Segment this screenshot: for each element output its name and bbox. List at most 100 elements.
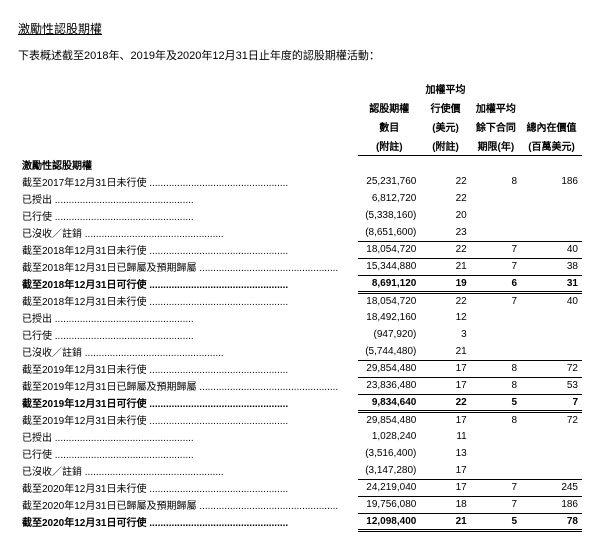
row-label: 截至2018年12月31日可行使 xyxy=(18,275,358,292)
cell-c2: 3 xyxy=(420,326,470,343)
row-label: 截至2020年12月31日未行使 xyxy=(18,479,358,496)
table-row: 截至2018年12月31日未行使18,054,72022740 xyxy=(18,292,582,309)
cell-c4 xyxy=(521,326,582,343)
row-label: 截至2020年12月31日已歸屬及預期歸屬 xyxy=(18,496,358,513)
row-label: 已授出 xyxy=(18,190,358,207)
cell-c4: 40 xyxy=(521,292,582,309)
cell-c3 xyxy=(471,462,521,479)
cell-c1: (5,338,160) xyxy=(358,207,420,224)
row-label: 已授出 xyxy=(18,428,358,445)
cell-c2: 12 xyxy=(420,309,470,326)
table-row: 截至2018年12月31日未行使18,054,72022740 xyxy=(18,241,582,258)
row-label: 已沒收／註銷 xyxy=(18,224,358,241)
cell-c2: 17 xyxy=(420,462,470,479)
cell-c3 xyxy=(471,224,521,241)
cell-c4: 7 xyxy=(521,394,582,411)
cell-c4: 72 xyxy=(521,411,582,428)
cell-c1: (3,147,280) xyxy=(358,462,420,479)
cell-c1: 29,854,480 xyxy=(358,360,420,377)
cell-c2: 23 xyxy=(420,224,470,241)
cell-c3: 7 xyxy=(471,479,521,496)
cell-c1: (3,516,400) xyxy=(358,445,420,462)
table-row: 截至2019年12月31日已歸屬及預期歸屬23,836,48017853 xyxy=(18,377,582,394)
subheader: 激勵性認股期權 xyxy=(18,156,582,174)
cell-c2: 19 xyxy=(420,275,470,292)
table-row: 截至2020年12月31日已歸屬及預期歸屬19,756,080187186 xyxy=(18,496,582,513)
col2-line2: 行使價 xyxy=(420,98,470,117)
cell-c2: 18 xyxy=(420,496,470,513)
cell-c4 xyxy=(521,190,582,207)
cell-c2: 22 xyxy=(420,173,470,190)
section-title: 激勵性認股期權 xyxy=(18,20,582,37)
cell-c1: 18,054,720 xyxy=(358,292,420,309)
col1-line2: 數目 xyxy=(358,117,420,136)
col4-line1: 總內在價值 xyxy=(521,117,582,136)
cell-c3: 5 xyxy=(471,394,521,411)
cell-c3 xyxy=(471,445,521,462)
cell-c3 xyxy=(471,343,521,360)
cell-c2: 17 xyxy=(420,377,470,394)
cell-c2: 17 xyxy=(420,479,470,496)
cell-c4: 38 xyxy=(521,258,582,275)
cell-c4 xyxy=(521,343,582,360)
cell-c1: 18,054,720 xyxy=(358,241,420,258)
row-label: 截至2019年12月31日已歸屬及預期歸屬 xyxy=(18,377,358,394)
cell-c4: 53 xyxy=(521,377,582,394)
cell-c3: 8 xyxy=(471,173,521,190)
col1-line3: (附註) xyxy=(358,136,420,156)
cell-c4: 72 xyxy=(521,360,582,377)
col3-line3: 期限(年) xyxy=(471,136,521,156)
row-label: 截至2020年12月31日可行使 xyxy=(18,513,358,530)
cell-c2: 22 xyxy=(420,292,470,309)
table-row: 已行使(5,338,160)20 xyxy=(18,207,582,224)
col2-line1: 加權平均 xyxy=(420,79,470,98)
cell-c2: 13 xyxy=(420,445,470,462)
row-label: 截至2018年12月31日已歸屬及預期歸屬 xyxy=(18,258,358,275)
table-row: 已行使(947,920)3 xyxy=(18,326,582,343)
cell-c3 xyxy=(471,309,521,326)
row-label: 已沒收／註銷 xyxy=(18,462,358,479)
table-row: 已授出18,492,16012 xyxy=(18,309,582,326)
cell-c1: 23,836,480 xyxy=(358,377,420,394)
cell-c4: 186 xyxy=(521,496,582,513)
row-label: 已行使 xyxy=(18,207,358,224)
cell-c3 xyxy=(471,207,521,224)
table-row: 截至2017年12月31日未行使25,231,760228186 xyxy=(18,173,582,190)
row-label: 已授出 xyxy=(18,309,358,326)
row-label: 截至2018年12月31日未行使 xyxy=(18,292,358,309)
cell-c4 xyxy=(521,309,582,326)
cell-c2: 22 xyxy=(420,394,470,411)
row-label: 截至2019年12月31日可行使 xyxy=(18,394,358,411)
cell-c4: 31 xyxy=(521,275,582,292)
cell-c2: 17 xyxy=(420,360,470,377)
cell-c3: 8 xyxy=(471,377,521,394)
cell-c3: 5 xyxy=(471,513,521,530)
table-row: 截至2018年12月31日可行使8,691,12019631 xyxy=(18,275,582,292)
cell-c1: (8,651,600) xyxy=(358,224,420,241)
cell-c1: 19,756,080 xyxy=(358,496,420,513)
row-label: 截至2019年12月31日未行使 xyxy=(18,411,358,428)
cell-c2: 20 xyxy=(420,207,470,224)
col2-line3: (美元) xyxy=(420,117,470,136)
col1-line1: 認股期權 xyxy=(358,98,420,117)
table-row: 已授出1,028,24011 xyxy=(18,428,582,445)
cell-c1: 1,028,240 xyxy=(358,428,420,445)
row-label: 截至2017年12月31日未行使 xyxy=(18,173,358,190)
cell-c2: 11 xyxy=(420,428,470,445)
table-row: 已沒收／註銷(5,744,480)21 xyxy=(18,343,582,360)
cell-c1: (947,920) xyxy=(358,326,420,343)
table-row: 截至2018年12月31日已歸屬及預期歸屬15,344,88021738 xyxy=(18,258,582,275)
cell-c2: 21 xyxy=(420,343,470,360)
table-row: 截至2019年12月31日可行使9,834,6402257 xyxy=(18,394,582,411)
table-row: 已授出6,812,72022 xyxy=(18,190,582,207)
cell-c1: 8,691,120 xyxy=(358,275,420,292)
table-row: 截至2020年12月31日可行使12,098,40021578 xyxy=(18,513,582,530)
table-row: 已沒收／註銷(8,651,600)23 xyxy=(18,224,582,241)
cell-c3: 7 xyxy=(471,241,521,258)
cell-c2: 17 xyxy=(420,411,470,428)
cell-c3: 8 xyxy=(471,360,521,377)
cell-c4 xyxy=(521,445,582,462)
cell-c1: 9,834,640 xyxy=(358,394,420,411)
col4-line2: (百萬美元) xyxy=(521,136,582,156)
table-row: 截至2020年12月31日未行使24,219,040177245 xyxy=(18,479,582,496)
